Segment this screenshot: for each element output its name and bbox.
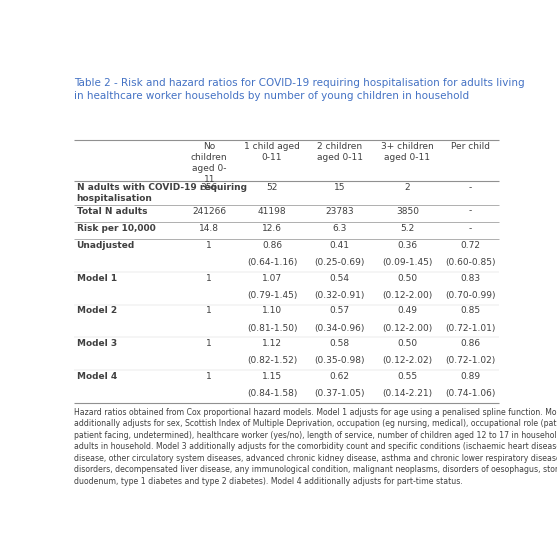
Text: 15: 15 (334, 183, 345, 192)
Text: 52: 52 (266, 183, 278, 192)
Text: 23783: 23783 (325, 206, 354, 216)
Text: 1: 1 (206, 306, 212, 315)
Text: 0.62: 0.62 (330, 372, 350, 381)
Text: 41198: 41198 (258, 206, 286, 216)
Text: 0.49: 0.49 (397, 306, 417, 315)
Text: (0.70-0.99): (0.70-0.99) (445, 291, 495, 300)
Text: 0.50: 0.50 (397, 274, 417, 283)
Text: 1.12: 1.12 (262, 339, 282, 348)
Text: 0.57: 0.57 (330, 306, 350, 315)
Text: 0.50: 0.50 (397, 339, 417, 348)
Text: Model 4: Model 4 (76, 372, 117, 381)
Text: (0.12-2.02): (0.12-2.02) (382, 356, 432, 366)
Text: (0.81-1.50): (0.81-1.50) (247, 324, 297, 333)
Text: 0.83: 0.83 (460, 274, 480, 283)
Text: (0.14-2.21): (0.14-2.21) (382, 389, 432, 398)
Text: (0.09-1.45): (0.09-1.45) (382, 258, 433, 267)
Text: 12.6: 12.6 (262, 224, 282, 233)
Text: (0.84-1.58): (0.84-1.58) (247, 389, 297, 398)
Text: 356: 356 (201, 183, 218, 192)
Text: 0.36: 0.36 (397, 241, 417, 250)
Text: Total N adults: Total N adults (76, 206, 147, 216)
Text: 241266: 241266 (192, 206, 226, 216)
Text: 2 children
aged 0-11: 2 children aged 0-11 (317, 142, 363, 162)
Text: 0.72: 0.72 (460, 241, 480, 250)
Text: Model 1: Model 1 (76, 274, 116, 283)
Text: -: - (468, 206, 472, 216)
Text: Unadjusted: Unadjusted (76, 241, 135, 250)
Text: 14.8: 14.8 (199, 224, 219, 233)
Text: (0.12-2.00): (0.12-2.00) (382, 324, 432, 333)
Text: Model 2: Model 2 (76, 306, 116, 315)
Text: (0.12-2.00): (0.12-2.00) (382, 291, 432, 300)
Text: 1: 1 (206, 372, 212, 381)
Text: 0.85: 0.85 (460, 306, 480, 315)
Text: 6.3: 6.3 (333, 224, 347, 233)
Text: No
children
aged 0-
11: No children aged 0- 11 (191, 142, 228, 184)
Text: 5.2: 5.2 (400, 224, 414, 233)
Text: (0.72-1.02): (0.72-1.02) (445, 356, 495, 366)
Text: (0.79-1.45): (0.79-1.45) (247, 291, 297, 300)
Text: Per child: Per child (451, 142, 490, 151)
Text: 2: 2 (404, 183, 410, 192)
Text: 0.54: 0.54 (330, 274, 350, 283)
Text: 1: 1 (206, 339, 212, 348)
Text: Hazard ratios obtained from Cox proportional hazard models. Model 1 adjusts for : Hazard ratios obtained from Cox proporti… (74, 408, 557, 486)
Text: (0.82-1.52): (0.82-1.52) (247, 356, 297, 366)
Text: 1: 1 (206, 241, 212, 250)
Text: (0.35-0.98): (0.35-0.98) (315, 356, 365, 366)
Text: 1: 1 (206, 274, 212, 283)
Text: Model 3: Model 3 (76, 339, 116, 348)
Text: 1.15: 1.15 (262, 372, 282, 381)
Text: (0.72-1.01): (0.72-1.01) (445, 324, 495, 333)
Text: 0.41: 0.41 (330, 241, 350, 250)
Text: 1.10: 1.10 (262, 306, 282, 315)
Text: N adults with COVID-19 requiring
hospitalisation: N adults with COVID-19 requiring hospita… (76, 183, 247, 203)
Text: 0.55: 0.55 (397, 372, 417, 381)
Text: -: - (468, 224, 472, 233)
Text: 1.07: 1.07 (262, 274, 282, 283)
Text: Table 2 - Risk and hazard ratios for COVID-19 requiring hospitalisation for adul: Table 2 - Risk and hazard ratios for COV… (74, 78, 525, 101)
Text: 0.58: 0.58 (330, 339, 350, 348)
Text: 3+ children
aged 0-11: 3+ children aged 0-11 (381, 142, 434, 162)
Text: 0.89: 0.89 (460, 372, 480, 381)
Text: 1 child aged
0-11: 1 child aged 0-11 (244, 142, 300, 162)
Text: 0.86: 0.86 (262, 241, 282, 250)
Text: -: - (468, 183, 472, 192)
Text: (0.60-0.85): (0.60-0.85) (445, 258, 495, 267)
Text: (0.34-0.96): (0.34-0.96) (315, 324, 365, 333)
Text: (0.64-1.16): (0.64-1.16) (247, 258, 297, 267)
Text: (0.25-0.69): (0.25-0.69) (315, 258, 365, 267)
Text: 3850: 3850 (396, 206, 419, 216)
Text: (0.74-1.06): (0.74-1.06) (445, 389, 495, 398)
Text: Risk per 10,000: Risk per 10,000 (76, 224, 155, 233)
Text: 0.86: 0.86 (460, 339, 480, 348)
Text: (0.37-1.05): (0.37-1.05) (315, 389, 365, 398)
Text: (0.32-0.91): (0.32-0.91) (315, 291, 365, 300)
